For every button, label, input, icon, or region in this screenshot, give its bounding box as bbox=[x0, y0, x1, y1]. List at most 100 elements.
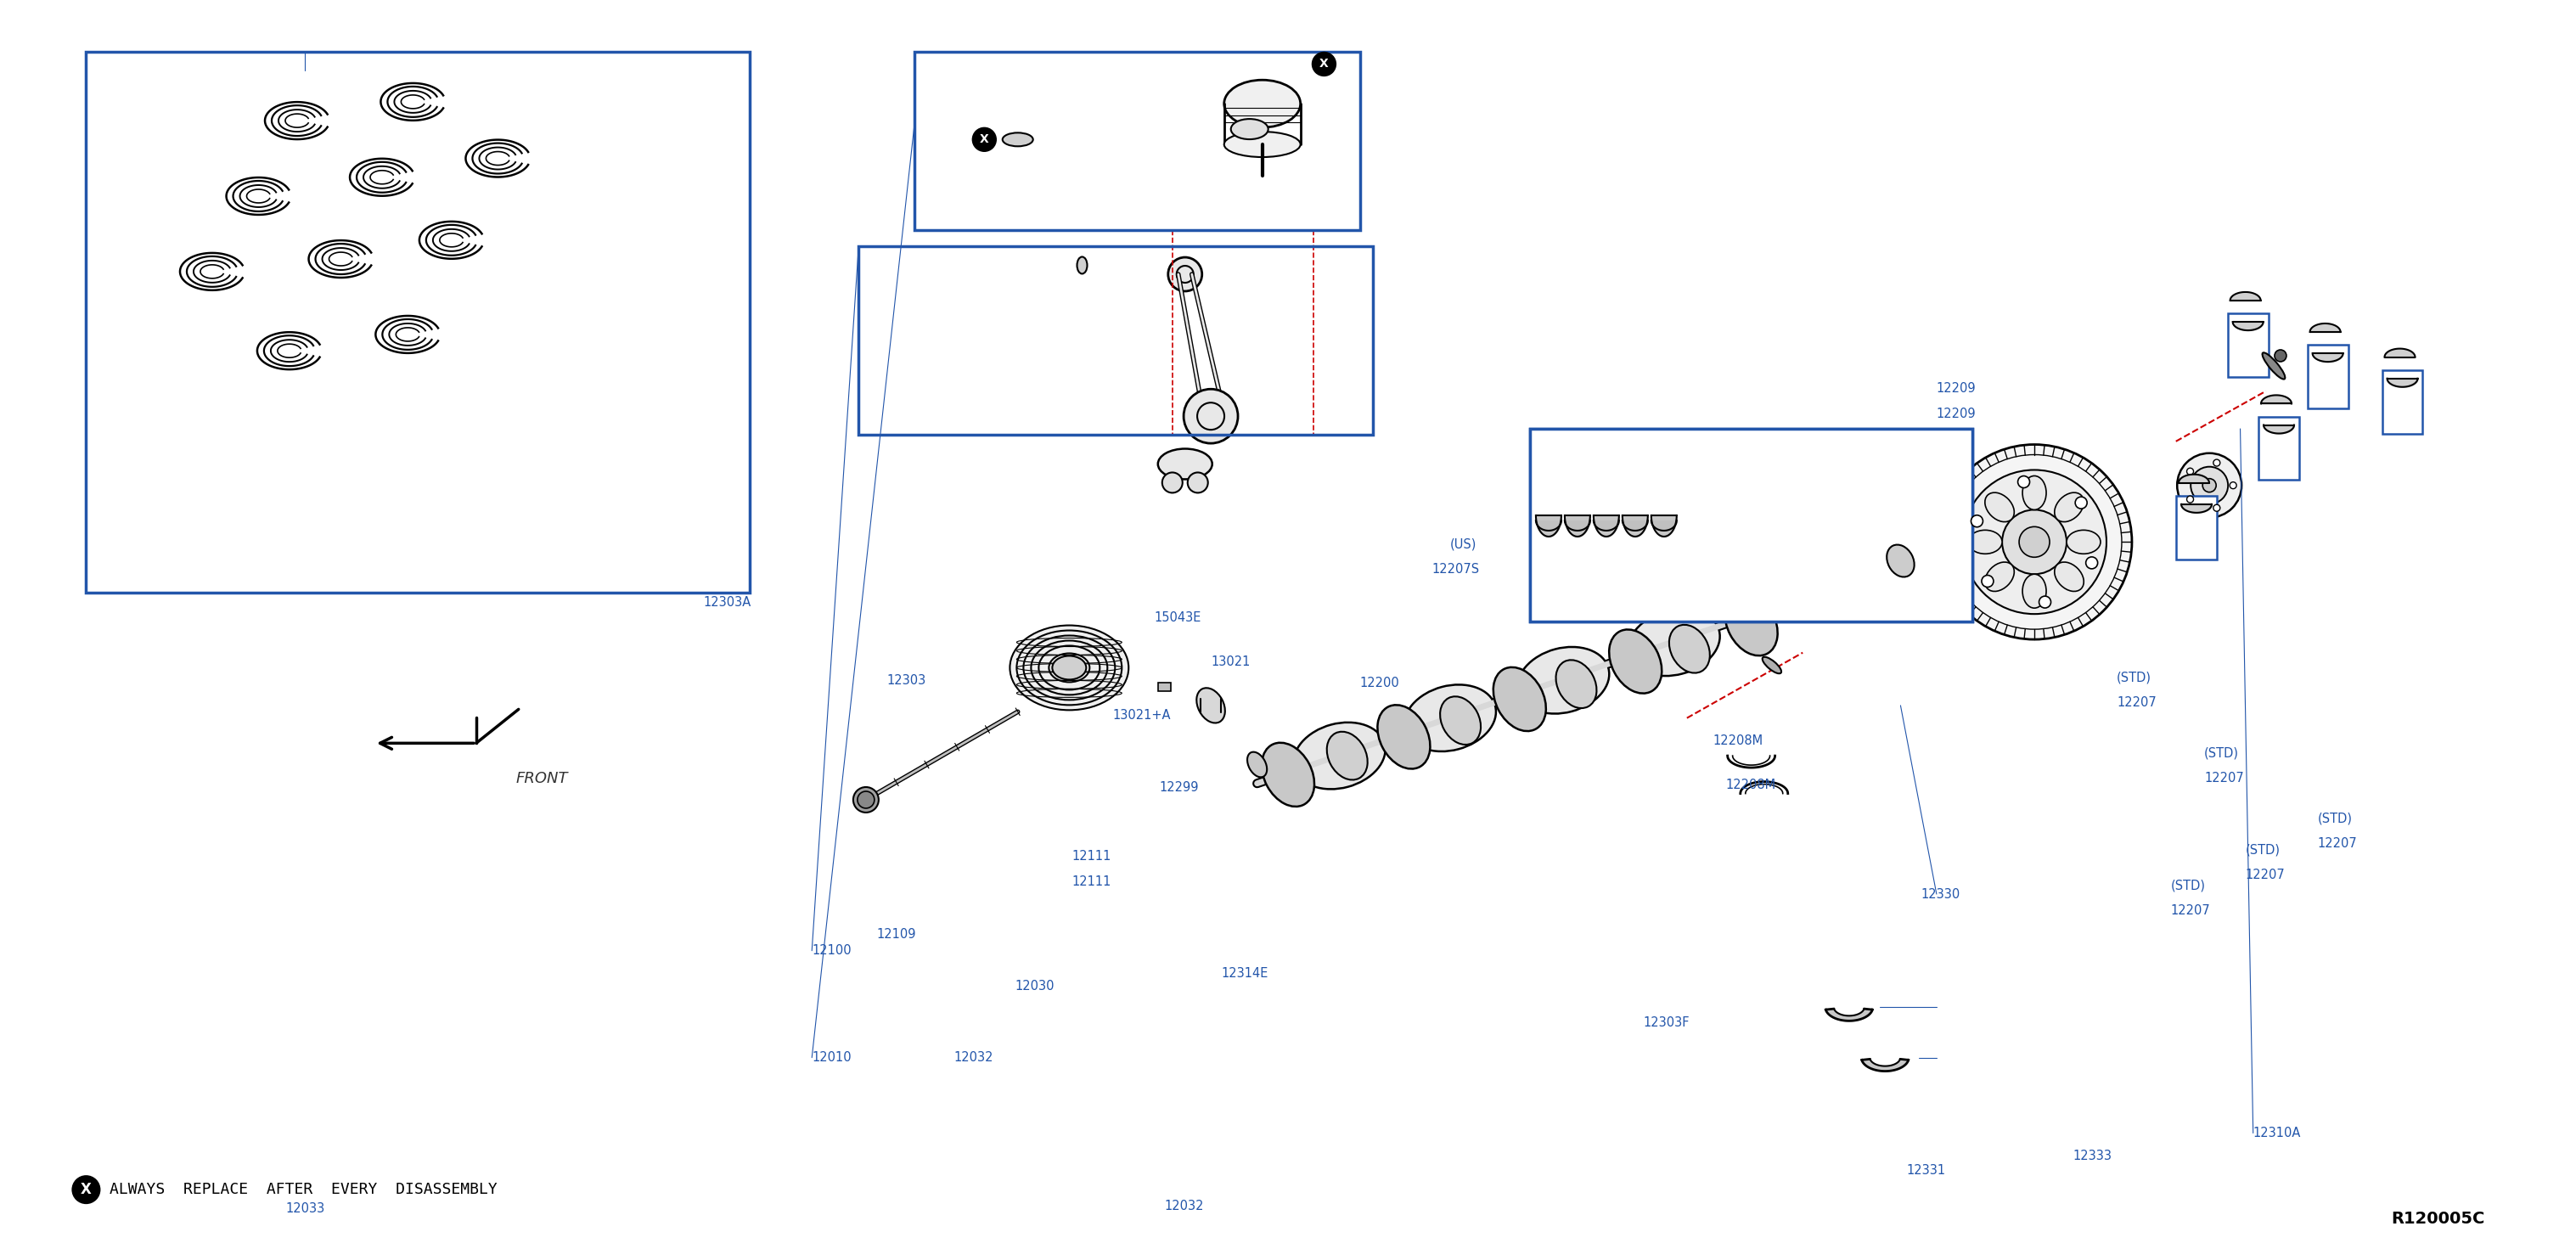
Ellipse shape bbox=[1404, 684, 1497, 751]
Ellipse shape bbox=[2262, 353, 2285, 379]
Circle shape bbox=[2076, 496, 2087, 509]
Ellipse shape bbox=[1224, 132, 1301, 158]
Ellipse shape bbox=[2056, 562, 2084, 591]
Ellipse shape bbox=[1182, 389, 1239, 444]
Circle shape bbox=[1937, 445, 2133, 639]
Ellipse shape bbox=[1517, 646, 1610, 713]
Text: ALWAYS  REPLACE  AFTER  EVERY  DISASSEMBLY: ALWAYS REPLACE AFTER EVERY DISASSEMBLY bbox=[111, 1182, 497, 1197]
Circle shape bbox=[2187, 467, 2195, 475]
Text: 12200: 12200 bbox=[1360, 677, 1399, 689]
Bar bbox=[85, 52, 750, 592]
Text: 12209: 12209 bbox=[1937, 382, 1976, 394]
Text: (STD): (STD) bbox=[2246, 844, 2280, 857]
Circle shape bbox=[2040, 596, 2050, 609]
Ellipse shape bbox=[1018, 630, 1121, 706]
Ellipse shape bbox=[1010, 625, 1128, 711]
Text: X: X bbox=[80, 1182, 93, 1197]
Ellipse shape bbox=[1628, 610, 1721, 675]
Ellipse shape bbox=[1556, 660, 1597, 708]
Ellipse shape bbox=[1030, 640, 1108, 694]
Text: X: X bbox=[979, 134, 989, 145]
Text: 12209: 12209 bbox=[1937, 407, 1976, 420]
Ellipse shape bbox=[858, 791, 873, 808]
Ellipse shape bbox=[1986, 493, 2014, 522]
Ellipse shape bbox=[1231, 118, 1267, 140]
Circle shape bbox=[971, 127, 997, 151]
Ellipse shape bbox=[2066, 530, 2099, 554]
Ellipse shape bbox=[1886, 544, 1914, 577]
Ellipse shape bbox=[1842, 554, 1893, 617]
Ellipse shape bbox=[1669, 625, 1710, 673]
Text: 12331: 12331 bbox=[1906, 1164, 1945, 1177]
Circle shape bbox=[1971, 515, 1984, 527]
Ellipse shape bbox=[1157, 449, 1213, 479]
Text: 12303: 12303 bbox=[886, 674, 925, 687]
Text: 12310A: 12310A bbox=[2254, 1126, 2300, 1139]
Text: (STD): (STD) bbox=[2205, 747, 2239, 760]
Text: (STD): (STD) bbox=[2172, 879, 2205, 892]
Circle shape bbox=[2187, 496, 2195, 503]
Text: 12208M: 12208M bbox=[1726, 779, 1775, 791]
Ellipse shape bbox=[1327, 732, 1368, 780]
Ellipse shape bbox=[1195, 688, 1226, 723]
Text: FRONT: FRONT bbox=[515, 771, 569, 786]
Circle shape bbox=[2177, 454, 2241, 518]
Circle shape bbox=[2017, 476, 2030, 488]
Ellipse shape bbox=[1293, 722, 1386, 789]
Circle shape bbox=[2190, 466, 2228, 504]
Circle shape bbox=[72, 1176, 100, 1203]
Ellipse shape bbox=[1077, 257, 1087, 273]
Ellipse shape bbox=[1162, 472, 1182, 493]
Ellipse shape bbox=[1873, 529, 1927, 593]
Text: 12207: 12207 bbox=[2318, 838, 2357, 851]
Ellipse shape bbox=[2022, 575, 2045, 609]
Bar bbox=[2259, 417, 2300, 480]
Text: 12207S: 12207S bbox=[1432, 563, 1479, 576]
Ellipse shape bbox=[1247, 752, 1267, 777]
Circle shape bbox=[1963, 470, 2107, 614]
Text: 12330: 12330 bbox=[1922, 888, 1960, 901]
Text: X: X bbox=[1319, 58, 1329, 71]
Ellipse shape bbox=[1440, 697, 1481, 745]
Bar bbox=[858, 247, 1373, 435]
Text: 12208M: 12208M bbox=[1713, 735, 1762, 747]
Ellipse shape bbox=[1378, 704, 1430, 769]
Ellipse shape bbox=[1262, 742, 1314, 806]
Text: 13021: 13021 bbox=[1211, 655, 1249, 668]
Text: (US): (US) bbox=[1450, 538, 1476, 551]
Text: 12314E: 12314E bbox=[1221, 966, 1267, 980]
Ellipse shape bbox=[1002, 132, 1033, 146]
Circle shape bbox=[1981, 576, 1994, 587]
Bar bbox=[2228, 314, 2269, 377]
Text: (STD): (STD) bbox=[2318, 813, 2352, 825]
Bar bbox=[2308, 345, 2349, 408]
Text: 12111: 12111 bbox=[1072, 851, 1110, 863]
Ellipse shape bbox=[2022, 476, 2045, 510]
Ellipse shape bbox=[2056, 493, 2084, 522]
Text: 12207: 12207 bbox=[2246, 869, 2285, 882]
Text: 12111: 12111 bbox=[1072, 876, 1110, 888]
Bar bbox=[2383, 370, 2424, 433]
Text: 12303F: 12303F bbox=[1643, 1016, 1690, 1028]
Ellipse shape bbox=[1188, 472, 1208, 493]
Bar bbox=[1530, 428, 1973, 621]
Text: 12303A: 12303A bbox=[703, 596, 752, 609]
Ellipse shape bbox=[1167, 257, 1203, 291]
Ellipse shape bbox=[2275, 350, 2287, 362]
Circle shape bbox=[2020, 527, 2050, 557]
Text: 12109: 12109 bbox=[876, 927, 914, 941]
Text: 12030: 12030 bbox=[1015, 979, 1054, 993]
Ellipse shape bbox=[1610, 630, 1662, 693]
Text: 12207: 12207 bbox=[2205, 772, 2244, 785]
Text: 12032: 12032 bbox=[953, 1051, 992, 1063]
Ellipse shape bbox=[1038, 645, 1100, 689]
Text: 12207: 12207 bbox=[2172, 905, 2210, 917]
Text: 12010: 12010 bbox=[811, 1051, 853, 1063]
Circle shape bbox=[1311, 52, 1337, 76]
Ellipse shape bbox=[1494, 668, 1546, 731]
Text: 12033: 12033 bbox=[286, 1202, 325, 1215]
Ellipse shape bbox=[1051, 656, 1087, 679]
Text: 12032: 12032 bbox=[1164, 1200, 1203, 1212]
Circle shape bbox=[1947, 455, 2123, 629]
Ellipse shape bbox=[1968, 530, 2002, 554]
